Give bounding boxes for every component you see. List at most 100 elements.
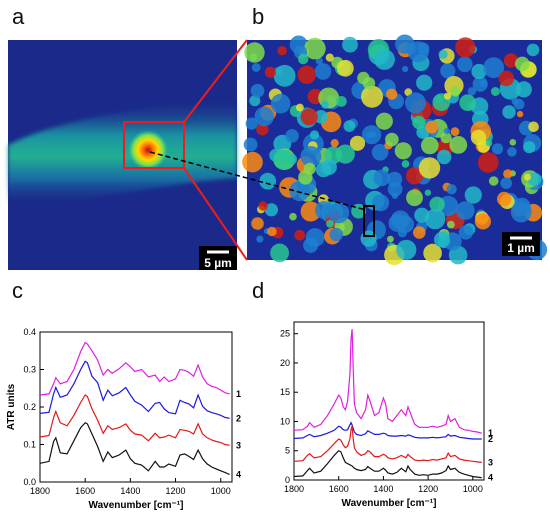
speckle-blob (314, 110, 328, 124)
location-dashed-line (149, 151, 367, 211)
scalebar-a-label: 5 µm (204, 256, 232, 270)
speckle-blob (325, 53, 334, 62)
speckle-blob (273, 64, 296, 87)
speckle-blob (449, 136, 468, 154)
scalebar-b-label: 1 µm (507, 241, 535, 255)
speckle-blob (337, 59, 354, 77)
speckle-blob (245, 117, 258, 130)
speckle-blob (413, 226, 426, 239)
series-line-3 (39, 394, 230, 446)
speckle-blob (450, 127, 460, 137)
panel-letter-d: d (252, 278, 265, 303)
speckle-blob (515, 56, 530, 72)
speckle-blob (416, 74, 433, 91)
series-label-3: 3 (488, 457, 493, 467)
zoom-connector-top (183, 39, 248, 123)
plot-frame (293, 321, 485, 481)
speckle-blob (256, 235, 264, 243)
chart-d-mirage-spectra: 1800 1600 1400 1200 1000 0 5 10 15 20 25 Wavenumber… (270, 321, 493, 509)
speckle-blob (516, 110, 524, 118)
speckle-blob (488, 176, 499, 186)
series-label-4: 4 (236, 470, 241, 480)
speckle-blob (404, 43, 417, 55)
speckle-blob (342, 36, 358, 53)
speckle-blob (483, 57, 505, 78)
speckle-blob (450, 86, 461, 97)
series-label-2: 2 (488, 434, 493, 444)
speckle-blob (371, 144, 389, 161)
speckle-blob (447, 220, 455, 229)
speckle-blob (249, 95, 261, 107)
panel-b-image: 1 µm (242, 34, 548, 266)
speckle-blob (423, 243, 442, 263)
panel-letter-c: c (12, 278, 23, 303)
speckle-blob (294, 229, 306, 241)
y-tick-label: 0.3 (23, 365, 36, 375)
speckle-blob (270, 243, 289, 263)
speckle-blob (394, 142, 412, 160)
speckle-blob (243, 137, 258, 152)
y-axis-label: ATR units (6, 383, 17, 430)
speckle-blob (373, 169, 391, 187)
speckle-blob (387, 181, 403, 197)
speckle-blob (406, 189, 423, 207)
speckle-blob (369, 130, 377, 138)
x-tick-label: 1200 (166, 486, 186, 496)
speckle-blob (304, 37, 326, 60)
speckle-blob (440, 63, 456, 79)
speckle-blob (437, 149, 452, 165)
speckle-blob (270, 93, 291, 114)
speckle-blob (264, 66, 276, 78)
y-tick-label: 0.2 (23, 402, 36, 412)
speckle-blob (267, 226, 277, 237)
speckle-blob (424, 208, 446, 230)
speckle-blob (361, 85, 383, 108)
speckle-blob (490, 87, 500, 96)
panel-a-image: 5 µm (8, 40, 237, 270)
y-tick-label: 0.0 (23, 477, 36, 487)
series-line-1 (39, 341, 230, 396)
speckle-blob (343, 120, 356, 132)
speckle-blob (526, 43, 540, 57)
series-line-4 (39, 422, 230, 476)
y-tick-label: 25 (280, 329, 290, 339)
y-tick-label: 5 (285, 446, 290, 456)
measurement-region-box (363, 205, 375, 237)
speckle-blob (315, 161, 332, 178)
speckle-blob (503, 169, 513, 179)
speckle-blob (456, 201, 475, 220)
series-label-2: 2 (236, 413, 241, 423)
speckle-blob (297, 65, 316, 84)
speckle-blob (336, 96, 347, 107)
speckle-blob (474, 213, 491, 230)
speckle-blob (455, 37, 476, 58)
speckle-blob (375, 112, 393, 130)
speckle-blob (300, 146, 322, 167)
speckle-blob (457, 56, 473, 73)
speckle-blob (405, 92, 426, 114)
speckle-blob (467, 87, 477, 96)
speckle-blob (388, 214, 407, 232)
zoom-connector-bottom (183, 167, 248, 261)
series-line-3 (293, 426, 482, 463)
speckle-blob (440, 132, 452, 144)
speckle-blob (509, 139, 517, 146)
speckle-blob (459, 94, 476, 111)
chart-c-atr-spectra: 1800 1600 1400 1200 1000 0.0 0.1 0.2 0.3 0.4 Waven… (6, 327, 241, 511)
speckle-blob (374, 49, 395, 70)
microscopy-images: 5 µm 1 µm (8, 34, 548, 270)
x-tick-label: 1000 (463, 484, 483, 494)
speckle-blob (314, 63, 332, 80)
speckle-blob (527, 172, 542, 186)
speckle-blob (385, 132, 399, 147)
speckle-blob (285, 129, 299, 143)
speckle-blob (446, 184, 457, 195)
speckle-blob (335, 144, 355, 164)
speckle-blob (424, 189, 432, 196)
x-tick-label: 1200 (418, 484, 438, 494)
panel-letter-a: a (12, 4, 25, 29)
speckle-blob (264, 203, 278, 217)
speckle-blob (362, 77, 376, 90)
series-label-1: 1 (236, 389, 241, 399)
speckle-blob (458, 225, 474, 240)
